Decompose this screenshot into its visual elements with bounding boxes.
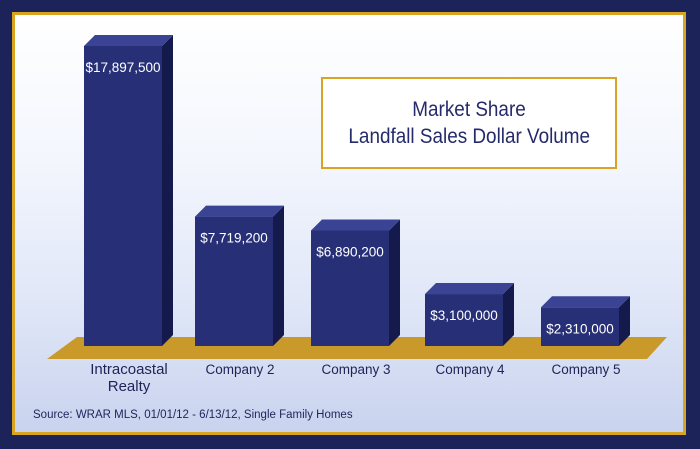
category-label: Company 3 xyxy=(321,362,390,377)
bar xyxy=(425,294,503,346)
category-label: Realty xyxy=(108,378,151,395)
value-label: $2,310,000 xyxy=(546,321,614,336)
value-label: $6,890,200 xyxy=(316,245,384,260)
bar-top xyxy=(425,283,514,295)
source-note: Source: WRAR MLS, 01/01/12 - 6/13/12, Si… xyxy=(33,409,353,421)
bar-side xyxy=(619,296,630,346)
bar xyxy=(311,230,389,346)
value-label: $7,719,200 xyxy=(200,231,268,246)
category-label: Intracoastal xyxy=(90,361,168,378)
bar-side xyxy=(162,35,173,346)
bar-top xyxy=(195,205,284,217)
bar xyxy=(541,307,619,346)
category-label: Company 5 xyxy=(551,362,620,377)
category-label: Company 2 xyxy=(205,362,274,377)
value-label: $3,100,000 xyxy=(430,308,498,323)
bar-side xyxy=(389,219,400,346)
bar xyxy=(84,46,162,346)
chart-panel: $17,897,500 Intracoastal Realty $7,719,200 C… xyxy=(12,12,686,435)
category-label: Company 4 xyxy=(435,362,505,377)
bar-top xyxy=(541,296,630,308)
value-label: $17,897,500 xyxy=(85,60,160,75)
bar-side xyxy=(273,205,284,346)
bar xyxy=(195,216,273,346)
chart-title-box: Market Share Landfall Sales Dollar Volum… xyxy=(321,77,617,169)
bar-side xyxy=(503,283,514,346)
chart-subtitle: Landfall Sales Dollar Volume xyxy=(348,125,590,148)
bar-top xyxy=(311,219,400,231)
bar-top xyxy=(84,35,173,46)
chart-title: Market Share xyxy=(412,98,526,121)
